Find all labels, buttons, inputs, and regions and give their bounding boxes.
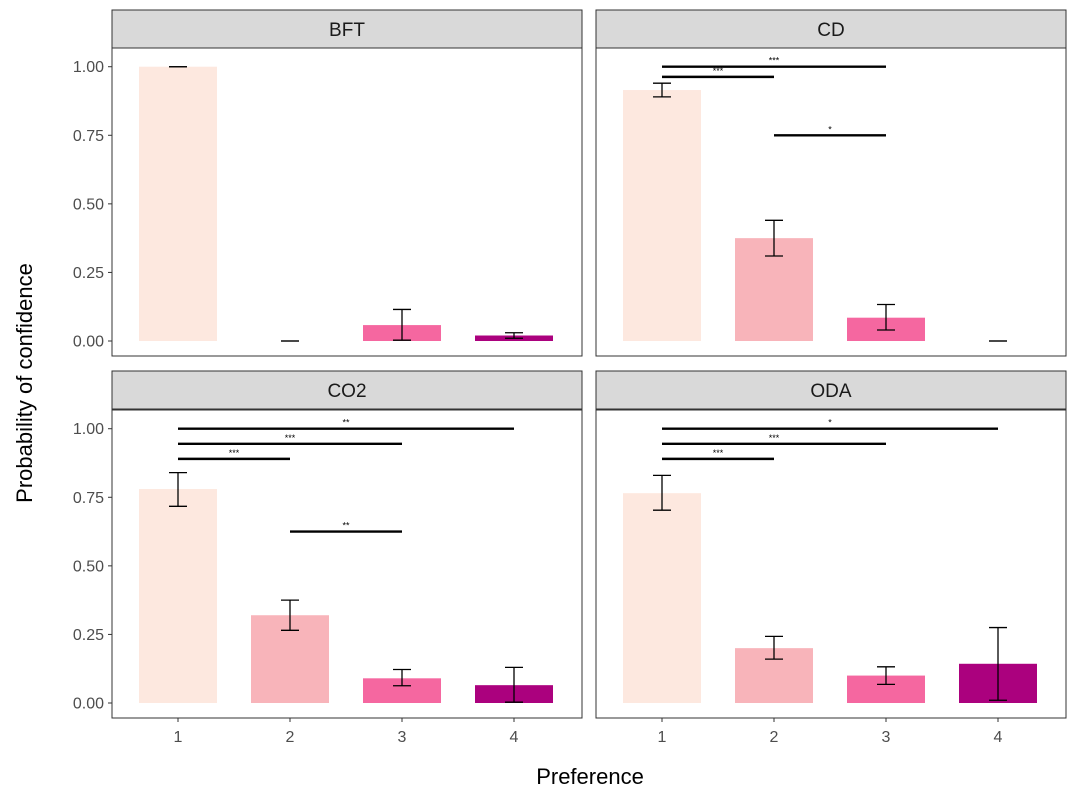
facet-strip — [111, 370, 583, 410]
error-bar-3 — [393, 308, 411, 341]
facet-label: CD — [817, 20, 844, 41]
facet-label: ODA — [810, 381, 852, 402]
error-bar-3 — [877, 303, 895, 331]
y-tick-label: 0.50 — [73, 196, 104, 213]
panel-bft: BFT 0.00 0.25 0.50 0.75 1.00 — [73, 9, 583, 357]
y-tick-label: 0.75 — [73, 128, 104, 145]
x-tick-label: 4 — [510, 729, 519, 746]
y-tick-label: 0.25 — [73, 627, 104, 644]
x-tick-label: 2 — [770, 729, 779, 746]
error-bar-2 — [765, 635, 783, 660]
bar-1 — [139, 489, 217, 703]
error-bar-1 — [653, 82, 671, 98]
significance-label: *** — [769, 56, 780, 66]
y-tick-label: 0.00 — [73, 696, 104, 713]
significance-label: *** — [769, 433, 780, 443]
x-tick-label: 2 — [286, 729, 295, 746]
panel-oda: ODA*******1 2 3 4 — [595, 370, 1067, 746]
panel-cd: CD******* — [595, 9, 1067, 357]
panel-co2: CO2**********0.000.250.500.751.001 2 3 4 — [73, 370, 583, 746]
error-bar-3 — [393, 668, 411, 687]
significance-label: *** — [713, 66, 724, 76]
error-bar-4 — [989, 626, 1007, 701]
bar-1 — [623, 493, 701, 703]
x-axis-title: Preference — [536, 764, 644, 788]
facet-label: CO2 — [327, 381, 366, 402]
x-tick-label: 4 — [994, 729, 1003, 746]
facet-panels: BFT0.000.250.500.751.00CD*******CO2*****… — [73, 9, 1067, 746]
significance-label: *** — [285, 433, 296, 443]
error-bar-1 — [169, 471, 187, 507]
significance-label: * — [828, 124, 832, 134]
y-tick-label: 1.00 — [73, 421, 104, 438]
significance-label: ** — [342, 418, 350, 428]
error-bar-2 — [281, 599, 299, 631]
facet-strip — [111, 9, 583, 49]
significance-label: ** — [342, 521, 350, 531]
x-tick-label: 3 — [882, 729, 891, 746]
significance-label: *** — [229, 448, 240, 458]
y-tick-label: 0.00 — [73, 334, 104, 351]
x-tick-label: 1 — [174, 729, 183, 746]
error-bar-2 — [765, 219, 783, 257]
facet-strip — [595, 370, 1067, 410]
bar-1 — [139, 66, 217, 341]
x-tick-label: 3 — [398, 729, 407, 746]
error-bar-4 — [505, 332, 523, 339]
y-tick-label: 1.00 — [73, 59, 104, 76]
x-tick-label: 1 — [658, 729, 667, 746]
significance-label: *** — [713, 448, 724, 458]
error-bar-3 — [877, 666, 895, 685]
significance-label: * — [828, 418, 832, 428]
y-tick-label: 0.75 — [73, 490, 104, 507]
y-axis-title: Probability of confidence — [12, 263, 37, 503]
y-tick-label: 0.50 — [73, 558, 104, 575]
facet-label: BFT — [329, 20, 365, 41]
bar-1 — [623, 90, 701, 342]
error-bar-1 — [653, 474, 671, 511]
y-tick-label: 0.25 — [73, 265, 104, 282]
facet-strip — [595, 9, 1067, 49]
error-bar-4 — [505, 666, 523, 703]
